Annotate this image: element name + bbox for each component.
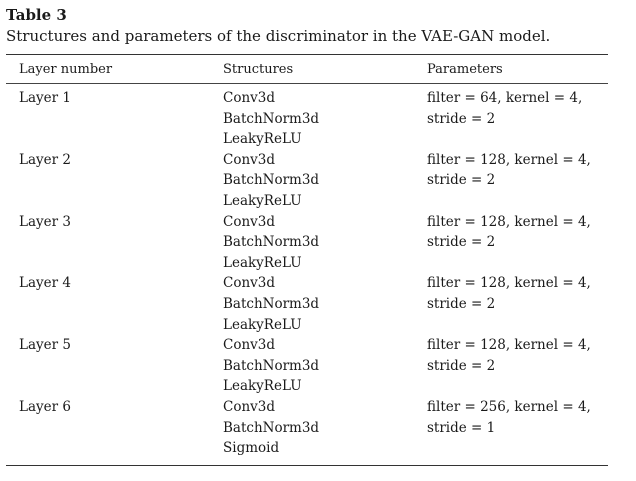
structure-item: Conv3d [223, 337, 276, 354]
structure-item: Sigmoid [223, 440, 280, 457]
document-page: Table 3 Structures and parameters of the… [6, 6, 608, 466]
structure-item: LeakyReLU [223, 131, 302, 148]
parameter-line: filter = 256, kernel = 4, [427, 398, 591, 415]
structure-item: BatchNorm3d [223, 234, 320, 251]
table-header-rule [6, 83, 608, 84]
layer-number: Layer 5 [19, 337, 71, 354]
parameter-line: filter = 128, kernel = 4, [427, 275, 591, 292]
structures-cell: Conv3d BatchNorm3d LeakyReLU [210, 273, 414, 335]
table-title: Structures and parameters of the discrim… [6, 27, 551, 45]
layer-number-cell: Layer 2 [6, 150, 210, 171]
structure-item: BatchNorm3d [223, 357, 320, 374]
parameters-cell: filter = 256, kernel = 4, stride = 1 [414, 397, 608, 438]
structure-item: BatchNorm3d [223, 295, 320, 312]
layer-number-cell: Layer 1 [6, 88, 210, 109]
structure-item: Conv3d [223, 275, 276, 292]
parameters-cell: filter = 64, kernel = 4, stride = 2 [414, 88, 608, 129]
table-label: Table 3 [6, 6, 67, 24]
layer-number: Layer 6 [19, 398, 71, 415]
column-header-structures: Structures [223, 61, 294, 77]
layer-number-cell: Layer 3 [6, 212, 210, 233]
parameter-line: filter = 128, kernel = 4, [427, 213, 591, 230]
parameters-cell: filter = 128, kernel = 4, stride = 2 [414, 335, 608, 376]
structure-item: LeakyReLU [223, 316, 302, 333]
parameter-line: stride = 2 [427, 295, 496, 312]
table-body: Layer 1 Conv3d BatchNorm3d LeakyReLU fil… [6, 84, 608, 459]
structure-item: LeakyReLU [223, 254, 302, 271]
parameter-line: stride = 2 [427, 234, 496, 251]
structure-item: LeakyReLU [223, 192, 302, 209]
layer-number-cell: Layer 4 [6, 273, 210, 294]
structure-item: BatchNorm3d [223, 172, 320, 189]
layer-number-cell: Layer 5 [6, 335, 210, 356]
structure-item: Conv3d [223, 398, 276, 415]
structure-item: Conv3d [223, 90, 276, 106]
layer-number: Layer 4 [19, 275, 71, 292]
structures-cell: Conv3d BatchNorm3d Sigmoid [210, 397, 414, 459]
parameters-cell: filter = 128, kernel = 4, stride = 2 [414, 150, 608, 191]
table-row: Layer 2 Conv3d BatchNorm3d LeakyReLU fil… [6, 150, 608, 212]
parameter-line: filter = 128, kernel = 4, [427, 337, 591, 354]
table-row: Layer 3 Conv3d BatchNorm3d LeakyReLU fil… [6, 212, 608, 274]
layer-number: Layer 1 [19, 90, 71, 106]
parameters-cell: filter = 128, kernel = 4, stride = 2 [414, 273, 608, 314]
structures-cell: Conv3d BatchNorm3d LeakyReLU [210, 335, 414, 397]
column-header-layer-number: Layer number [19, 61, 113, 77]
parameters-cell: filter = 128, kernel = 4, stride = 2 [414, 212, 608, 253]
table-bottom-rule [6, 464, 608, 466]
parameter-line: stride = 2 [427, 357, 496, 374]
table-top-rule [6, 54, 608, 55]
layer-number: Layer 3 [19, 213, 71, 230]
structure-item: Conv3d [223, 151, 276, 168]
table-row: Layer 5 Conv3d BatchNorm3d LeakyReLU fil… [6, 335, 608, 397]
table-header-row: Layer number Structures Parameters [6, 55, 608, 83]
structures-cell: Conv3d BatchNorm3d LeakyReLU [210, 88, 414, 150]
structure-item: Conv3d [223, 213, 276, 230]
structure-item: LeakyReLU [223, 378, 302, 395]
structures-cell: Conv3d BatchNorm3d LeakyReLU [210, 212, 414, 274]
structure-item: BatchNorm3d [223, 419, 320, 436]
table-row: Layer 4 Conv3d BatchNorm3d LeakyReLU fil… [6, 273, 608, 335]
table-row: Layer 6 Conv3d BatchNorm3d Sigmoid filte… [6, 397, 608, 459]
parameter-line: stride = 2 [427, 110, 496, 127]
parameter-line: stride = 1 [427, 419, 496, 436]
layer-number: Layer 2 [19, 151, 71, 168]
column-header-parameters: Parameters [427, 61, 503, 77]
parameter-line: filter = 64, kernel = 4, [427, 90, 583, 106]
structures-cell: Conv3d BatchNorm3d LeakyReLU [210, 150, 414, 212]
structure-item: BatchNorm3d [223, 110, 320, 127]
parameter-line: stride = 2 [427, 172, 496, 189]
table-row: Layer 1 Conv3d BatchNorm3d LeakyReLU fil… [6, 88, 608, 150]
layer-number-cell: Layer 6 [6, 397, 210, 418]
parameter-line: filter = 128, kernel = 4, [427, 151, 591, 168]
